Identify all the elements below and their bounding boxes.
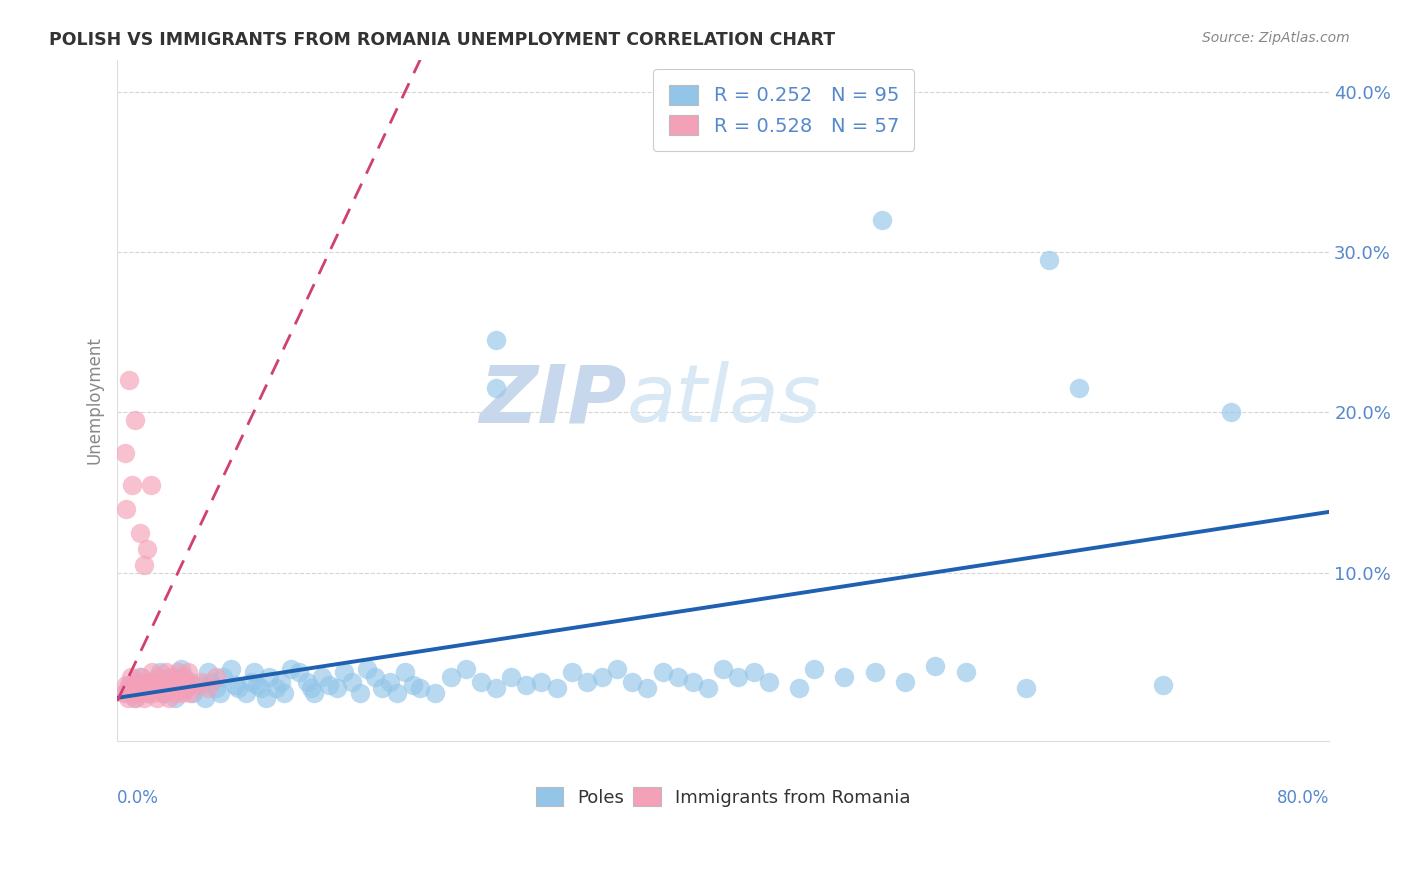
Text: ZIP: ZIP <box>479 361 626 440</box>
Legend: Poles, Immigrants from Romania: Poles, Immigrants from Romania <box>529 780 918 814</box>
Text: 0.0%: 0.0% <box>117 789 159 807</box>
Text: atlas: atlas <box>626 361 821 440</box>
Text: Source: ZipAtlas.com: Source: ZipAtlas.com <box>1202 31 1350 45</box>
Text: 80.0%: 80.0% <box>1277 789 1329 807</box>
Y-axis label: Unemployment: Unemployment <box>86 336 103 465</box>
Text: POLISH VS IMMIGRANTS FROM ROMANIA UNEMPLOYMENT CORRELATION CHART: POLISH VS IMMIGRANTS FROM ROMANIA UNEMPL… <box>49 31 835 49</box>
